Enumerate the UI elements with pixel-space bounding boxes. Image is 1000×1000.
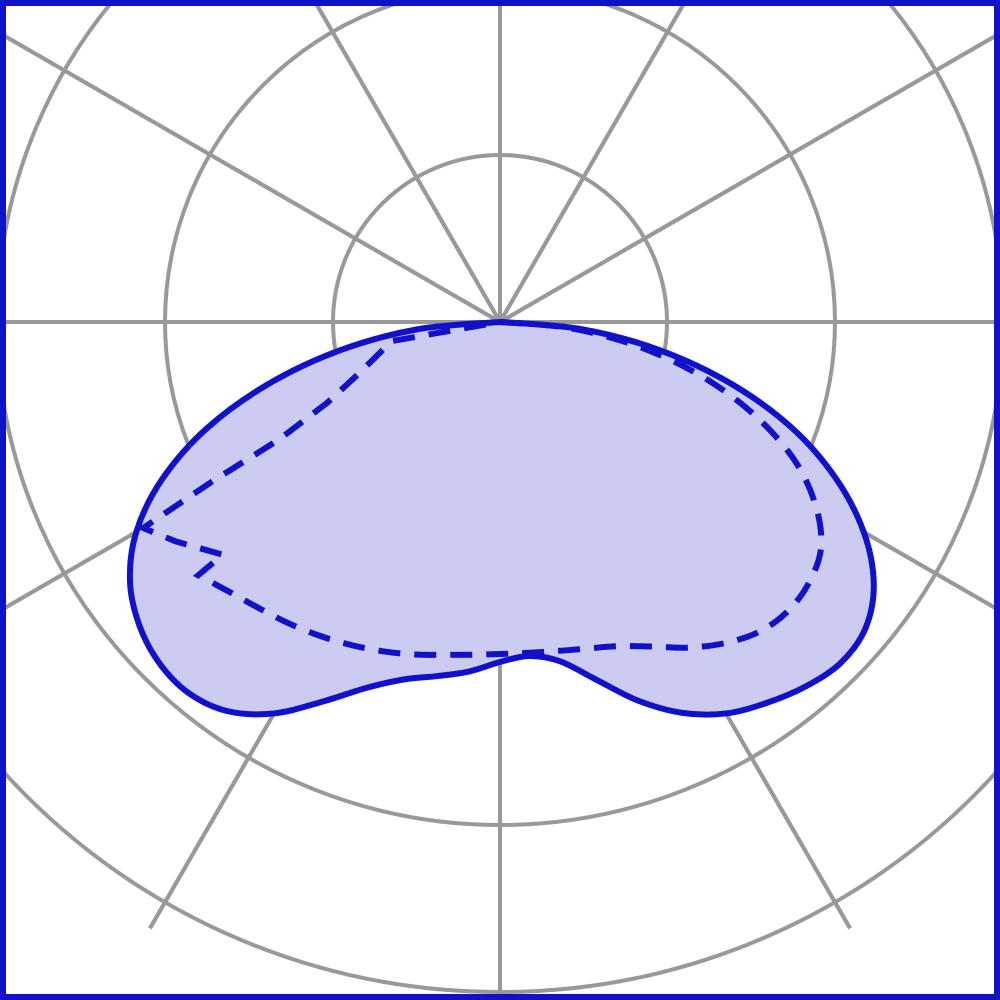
series-solid-fill-area (129, 322, 874, 715)
series-dashed-curve (136, 319, 825, 658)
series-solid-curve (126, 319, 877, 718)
